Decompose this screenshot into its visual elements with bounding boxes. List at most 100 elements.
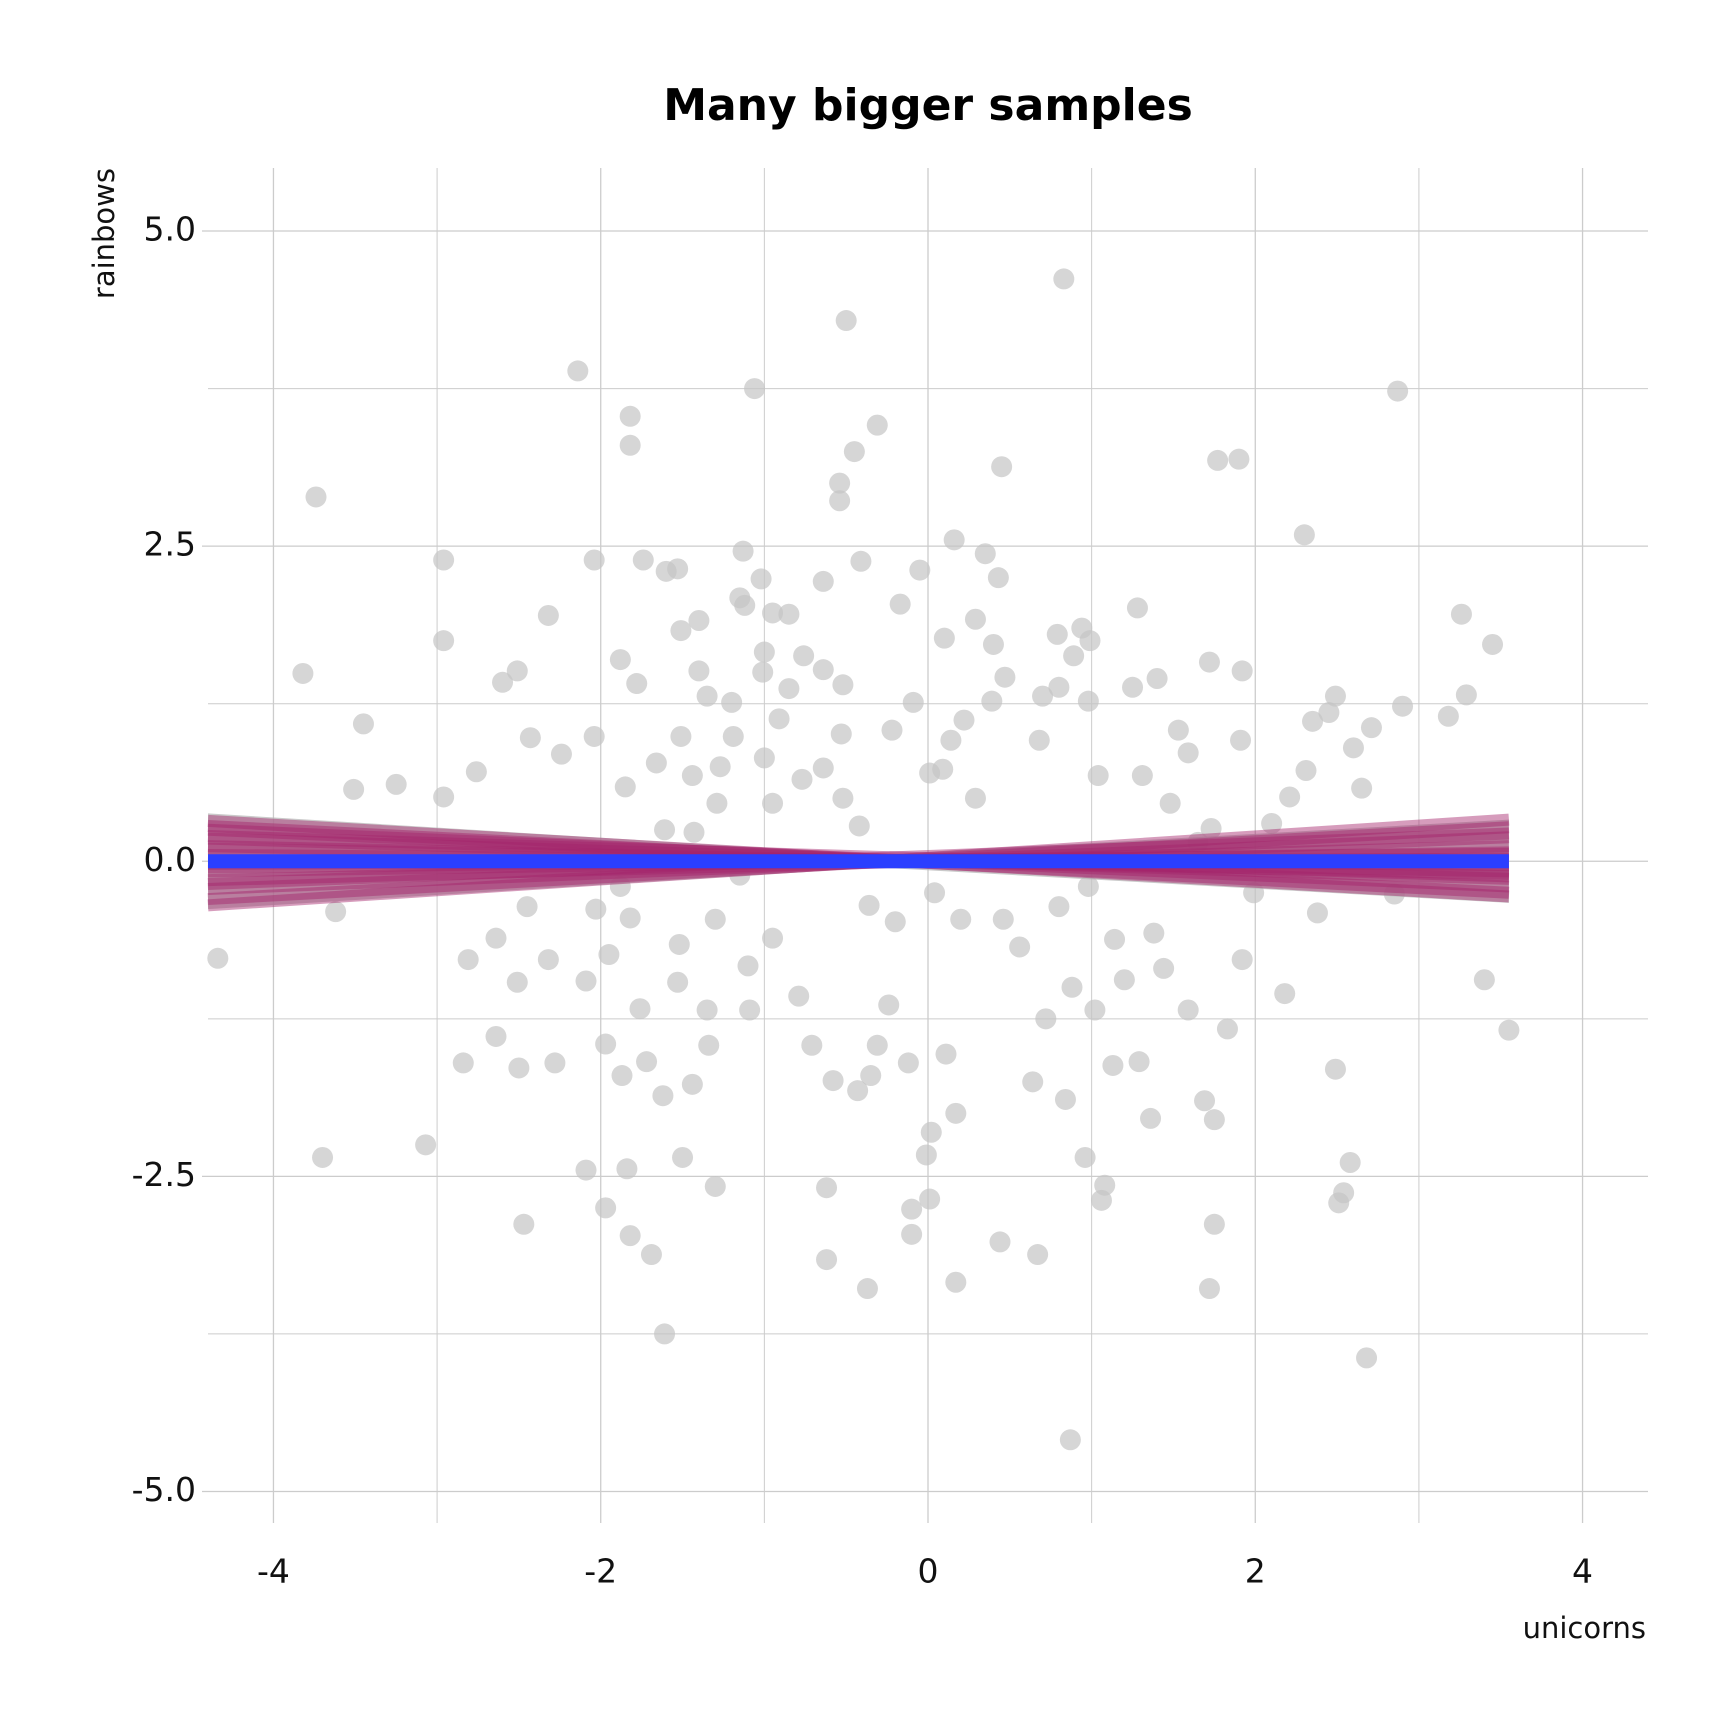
point bbox=[492, 671, 514, 693]
point bbox=[1027, 1244, 1049, 1266]
point bbox=[848, 815, 870, 837]
point bbox=[595, 1033, 617, 1055]
point bbox=[207, 947, 229, 969]
point bbox=[636, 1051, 658, 1073]
point bbox=[1198, 1278, 1220, 1300]
point bbox=[1279, 786, 1301, 808]
point bbox=[933, 627, 955, 649]
point bbox=[812, 757, 834, 779]
point bbox=[1048, 676, 1070, 698]
y-tick-label: 0.0 bbox=[144, 840, 196, 879]
point bbox=[953, 709, 975, 731]
point bbox=[619, 434, 641, 456]
point bbox=[1177, 742, 1199, 764]
point bbox=[843, 441, 865, 463]
point bbox=[1153, 957, 1175, 979]
point bbox=[619, 1225, 641, 1247]
point bbox=[945, 1102, 967, 1124]
point bbox=[1054, 1088, 1076, 1110]
point bbox=[1053, 268, 1075, 290]
point bbox=[305, 486, 327, 508]
point bbox=[778, 678, 800, 700]
point bbox=[567, 360, 589, 382]
point bbox=[1216, 1018, 1238, 1040]
x-tick-label: 0 bbox=[918, 1552, 939, 1591]
point bbox=[762, 927, 784, 949]
point bbox=[1063, 645, 1085, 667]
point bbox=[909, 559, 931, 581]
point bbox=[1102, 1054, 1124, 1076]
point bbox=[1351, 777, 1373, 799]
point bbox=[982, 633, 1004, 655]
point bbox=[915, 1144, 937, 1166]
point bbox=[830, 723, 852, 745]
x-tick-label: 4 bbox=[1572, 1552, 1593, 1591]
point bbox=[964, 787, 986, 809]
point bbox=[1498, 1019, 1520, 1041]
point bbox=[850, 550, 872, 572]
point bbox=[1131, 765, 1153, 787]
point bbox=[640, 1244, 662, 1266]
point bbox=[1324, 1058, 1346, 1080]
point bbox=[1126, 597, 1148, 619]
point bbox=[1028, 729, 1050, 751]
point bbox=[704, 908, 726, 930]
point bbox=[1455, 684, 1477, 706]
point bbox=[791, 768, 813, 790]
point bbox=[1077, 875, 1099, 897]
point bbox=[847, 1080, 869, 1102]
point bbox=[1342, 737, 1364, 759]
point bbox=[901, 1198, 923, 1220]
point bbox=[457, 949, 479, 971]
point bbox=[1356, 1347, 1378, 1369]
point bbox=[415, 1134, 437, 1156]
point bbox=[325, 901, 347, 923]
point bbox=[878, 994, 900, 1016]
point bbox=[681, 1073, 703, 1095]
point bbox=[940, 729, 962, 751]
point bbox=[1200, 817, 1222, 839]
point bbox=[866, 1034, 888, 1056]
point bbox=[1324, 685, 1346, 707]
point bbox=[385, 773, 407, 795]
point bbox=[897, 1052, 919, 1074]
point bbox=[670, 725, 692, 747]
point bbox=[645, 752, 667, 774]
point bbox=[688, 660, 710, 682]
point bbox=[732, 540, 754, 562]
point bbox=[1261, 812, 1283, 834]
point bbox=[920, 1121, 942, 1143]
point bbox=[652, 1085, 674, 1107]
point bbox=[1473, 969, 1495, 991]
point bbox=[506, 971, 528, 993]
point bbox=[1437, 705, 1459, 727]
point bbox=[935, 1043, 957, 1065]
point bbox=[858, 894, 880, 916]
point bbox=[508, 1057, 530, 1079]
point bbox=[816, 1177, 838, 1199]
point bbox=[950, 908, 972, 930]
point bbox=[1194, 1090, 1216, 1112]
point bbox=[516, 896, 538, 918]
point bbox=[544, 1052, 566, 1074]
point bbox=[932, 758, 954, 780]
point bbox=[1387, 380, 1409, 402]
point bbox=[614, 776, 636, 798]
point bbox=[1035, 1008, 1057, 1030]
point bbox=[575, 1159, 597, 1181]
y-tick-label: 2.5 bbox=[144, 525, 196, 564]
point bbox=[832, 787, 854, 809]
point bbox=[1302, 710, 1324, 732]
point bbox=[667, 971, 689, 993]
point bbox=[964, 608, 986, 630]
point bbox=[683, 821, 705, 843]
point bbox=[889, 593, 911, 615]
point bbox=[1032, 685, 1054, 707]
point bbox=[1306, 902, 1328, 924]
point bbox=[753, 747, 775, 769]
point bbox=[312, 1146, 334, 1168]
point bbox=[881, 719, 903, 741]
point bbox=[1059, 1429, 1081, 1451]
point bbox=[619, 405, 641, 427]
point bbox=[1203, 1213, 1225, 1235]
